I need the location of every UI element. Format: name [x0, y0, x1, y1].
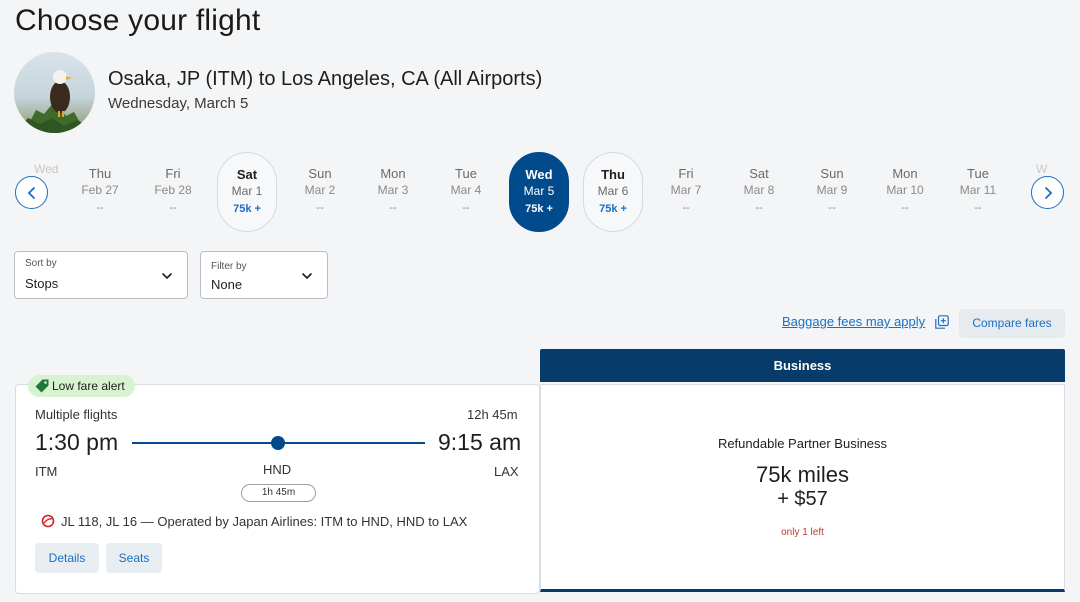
- filter-label: Filter by: [211, 261, 247, 272]
- chevron-down-icon: [302, 273, 312, 280]
- sort-label: Sort by: [25, 258, 57, 269]
- fare-cash: + $57: [777, 488, 828, 510]
- date-day: Fri: [678, 166, 694, 181]
- eagle-image: [14, 70, 95, 133]
- stop-code: HND: [263, 462, 292, 477]
- date-date: Mar 11: [959, 183, 997, 197]
- date-date: Mar 10: [886, 183, 924, 197]
- date-cell[interactable]: Mon Mar 3 --: [363, 152, 423, 232]
- date-cell[interactable]: Thu Feb 27 --: [70, 152, 130, 232]
- date-cell[interactable]: Fri Feb 28 --: [143, 152, 203, 232]
- date-cell[interactable]: Sat Mar 1 75k +: [217, 152, 277, 232]
- sort-select[interactable]: Sort by Stops: [14, 251, 188, 299]
- operated-by-text: JL 118, JL 16 — Operated by Japan Airlin…: [61, 514, 468, 529]
- date-date: Feb 27: [81, 183, 119, 197]
- date-day: Fri: [165, 166, 181, 181]
- stop-dot: [271, 436, 285, 450]
- chevron-down-icon: [162, 273, 172, 280]
- travel-date: Wednesday, March 5: [108, 95, 249, 112]
- prev-dates-button[interactable]: [15, 176, 48, 209]
- date-price: --: [682, 202, 690, 214]
- date-strip: Thu Feb 27 -- Fri Feb 28 -- Sat Mar 1 75k + Su…: [64, 152, 1024, 232]
- date-cell[interactable]: Tue Mar 4 --: [436, 152, 496, 232]
- chevron-left-icon: [27, 186, 35, 199]
- date-date: Mar 9: [816, 183, 848, 197]
- date-price: --: [389, 202, 397, 214]
- date-day: Sat: [236, 167, 258, 182]
- date-price: --: [316, 202, 324, 214]
- date-day: Wed: [525, 167, 553, 182]
- seats-left-warning: only 1 left: [781, 527, 824, 538]
- date-cell-selected[interactable]: Wed Mar 5 75k +: [509, 152, 569, 232]
- date-date: Mar 4: [450, 183, 482, 197]
- date-price: --: [462, 202, 470, 214]
- date-date: Mar 2: [304, 183, 336, 197]
- date-date: Mar 6: [597, 184, 629, 198]
- date-date: Mar 7: [670, 183, 702, 197]
- origin-code: ITM: [35, 464, 58, 479]
- flight-type: Multiple flights: [35, 407, 118, 422]
- chevron-right-icon: [1044, 186, 1052, 199]
- external-link-icon[interactable]: [935, 315, 949, 329]
- date-date: Mar 3: [377, 183, 409, 197]
- low-fare-badge: Low fare alert: [28, 375, 135, 397]
- baggage-fees-link[interactable]: Baggage fees may apply: [782, 314, 926, 329]
- departure-time: 1:30 pm: [35, 429, 119, 455]
- arrival-time: 9:15 am: [438, 429, 522, 455]
- flight-duration: 12h 45m: [467, 407, 518, 422]
- fare-column-header: Business: [540, 349, 1065, 382]
- date-day: Tue: [967, 166, 989, 181]
- faded-next-day: W: [1036, 162, 1048, 176]
- page-title: Choose your flight: [15, 4, 261, 37]
- date-date: Mar 5: [523, 184, 555, 198]
- destination-code: LAX: [494, 464, 519, 479]
- date-cell[interactable]: Sun Mar 2 --: [290, 152, 350, 232]
- date-date: Mar 8: [743, 183, 775, 197]
- date-cell[interactable]: Mon Mar 10 --: [875, 152, 935, 232]
- date-day: Mon: [380, 166, 406, 181]
- seats-button[interactable]: Seats: [106, 543, 162, 573]
- date-day: Thu: [601, 167, 625, 182]
- date-price: --: [755, 202, 763, 214]
- date-cell[interactable]: Thu Mar 6 75k +: [583, 152, 643, 232]
- date-price: --: [828, 202, 836, 214]
- date-day: Mon: [892, 166, 918, 181]
- date-cell[interactable]: Fri Mar 7 --: [656, 152, 716, 232]
- low-fare-text: Low fare alert: [52, 379, 125, 393]
- date-price: --: [974, 202, 982, 214]
- sort-value: Stops: [25, 276, 59, 291]
- details-button[interactable]: Details: [35, 543, 99, 573]
- fare-miles: 75k miles: [756, 462, 849, 487]
- date-day: Thu: [88, 166, 112, 181]
- date-price: 75k +: [233, 203, 261, 215]
- date-price: 75k +: [525, 203, 553, 215]
- date-day: Sun: [820, 166, 844, 181]
- date-price: 75k +: [599, 203, 627, 215]
- filter-value: None: [211, 277, 243, 292]
- faded-prev-day: Wed: [34, 162, 59, 176]
- date-price: --: [901, 202, 909, 214]
- date-cell[interactable]: Tue Mar 11 --: [948, 152, 1008, 232]
- filter-select[interactable]: Filter by None: [200, 251, 328, 299]
- destination-photo: [14, 52, 95, 133]
- date-cell[interactable]: Sun Mar 9 --: [802, 152, 862, 232]
- tag-icon: [35, 379, 49, 393]
- date-cell[interactable]: Sat Mar 8 --: [729, 152, 789, 232]
- japan-airlines-logo-icon: [41, 514, 55, 528]
- route-title: Osaka, JP (ITM) to Los Angeles, CA (All …: [108, 68, 543, 90]
- date-day: Sun: [308, 166, 332, 181]
- flight-card: [15, 384, 540, 594]
- date-price: --: [96, 202, 104, 214]
- date-date: Mar 1: [231, 184, 263, 198]
- layover-duration: 1h 45m: [241, 484, 316, 502]
- date-day: Tue: [455, 166, 477, 181]
- compare-fares-button[interactable]: Compare fares: [959, 309, 1065, 338]
- fare-class: Refundable Partner Business: [717, 436, 888, 451]
- next-dates-button[interactable]: [1031, 176, 1064, 209]
- date-price: --: [169, 202, 177, 214]
- fare-card[interactable]: [540, 384, 1065, 592]
- date-day: Sat: [749, 166, 769, 181]
- date-date: Feb 28: [154, 183, 192, 197]
